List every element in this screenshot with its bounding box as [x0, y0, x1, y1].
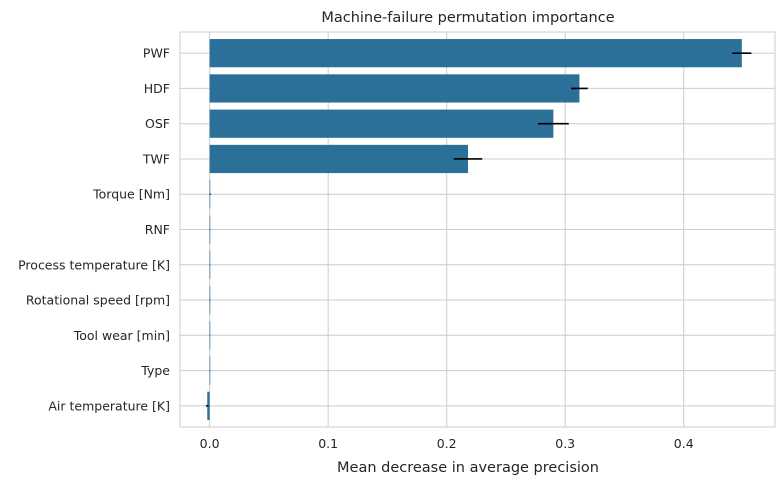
bars-layer [207, 39, 742, 420]
x-tick-labels: 0.0 0.1 0.2 0.3 0.4 [200, 436, 694, 451]
error-bars-layer [206, 52, 752, 407]
x-axis-title: Mean decrease in average precision [337, 460, 599, 476]
x-tick-label: 0.3 [555, 436, 575, 451]
y-tick-label: RNF [145, 222, 170, 237]
x-tick-label: 0.2 [437, 436, 457, 451]
y-tick-label: OSF [145, 116, 170, 131]
plot-frame [179, 31, 776, 428]
chart-title: Machine-failure permutation importance [321, 10, 614, 26]
bar [209, 144, 469, 174]
y-tick-label: Type [140, 363, 170, 378]
bar [209, 109, 554, 138]
bar [209, 39, 742, 68]
bar [209, 74, 580, 103]
y-tick-label: PWF [143, 46, 170, 61]
x-tick-label: 0.1 [318, 436, 338, 451]
y-tick-label: Air temperature [K] [48, 398, 170, 413]
y-tick-label: Torque [Nm] [92, 187, 170, 202]
x-tick-label: 0.4 [674, 436, 694, 451]
y-tick-label: Tool wear [min] [73, 328, 170, 343]
y-tick-labels: PWF HDF OSF TWF Torque [Nm] RNF Process temper… [18, 46, 170, 414]
y-tick-label: HDF [144, 81, 170, 96]
y-tick-label: Rotational speed [rpm] [26, 293, 170, 308]
y-tick-label: TWF [142, 151, 170, 166]
y-tick-label: Process temperature [K] [18, 257, 170, 272]
x-tick-label: 0.0 [200, 436, 220, 451]
